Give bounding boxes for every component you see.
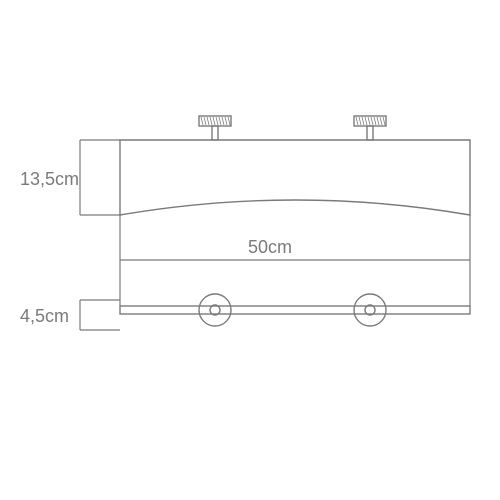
bracket-top-1 xyxy=(354,116,386,140)
dim-label-thickness: 4,5cm xyxy=(20,306,69,326)
shelf-top-view xyxy=(120,140,470,215)
bracket-side-0 xyxy=(199,294,231,326)
dim-label-width: 50cm xyxy=(248,237,292,257)
bracket-side-1 xyxy=(354,294,386,326)
shelf-side-view xyxy=(120,306,470,314)
dim-label-depth: 13,5cm xyxy=(20,169,79,189)
bracket-top-0 xyxy=(199,116,231,140)
